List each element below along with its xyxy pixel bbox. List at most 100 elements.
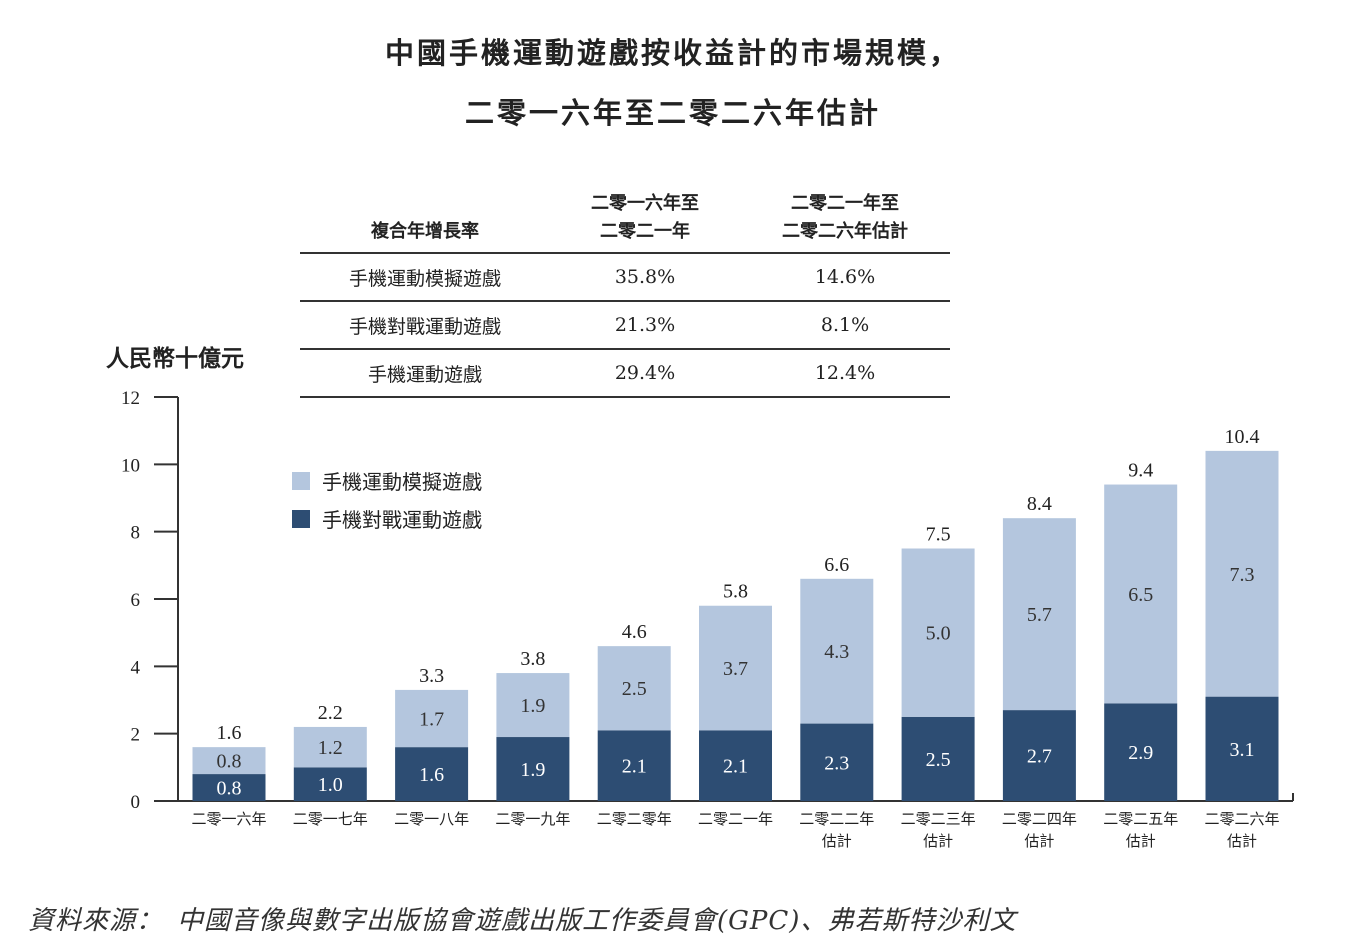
table-row: 手機對戰運動遊戲 21.3% 8.1% (300, 300, 950, 349)
y-tick-label: 10 (121, 455, 140, 476)
x-tick-label: 估計 (1126, 833, 1156, 850)
bar-segment-dark (800, 723, 874, 801)
total-label: 7.5 (926, 524, 951, 546)
table-cell: 手機對戰運動遊戲 (300, 300, 550, 349)
source-note: 資料來源： 中國音像與數字出版協會遊戲出版工作委員會(GPC)、弗若斯特沙利文 (28, 906, 1017, 936)
x-tick-label: 估計 (1227, 833, 1257, 850)
x-tick-label: 二零二六年 (1204, 811, 1279, 828)
data-label: 2.9 (1128, 742, 1153, 764)
bar-segment-light (192, 747, 266, 775)
data-label: 2.1 (622, 756, 647, 778)
total-label: 8.4 (1027, 493, 1052, 515)
y-tick-label: 8 (131, 523, 141, 544)
data-label: 2.1 (723, 756, 748, 778)
table-cell: 29.4% (550, 348, 740, 398)
y-tick-label: 6 (131, 590, 141, 611)
table-cell: 8.1% (740, 300, 950, 349)
bar-segment-light (597, 646, 671, 731)
total-label: 6.6 (824, 554, 849, 576)
table-header: 二零二一年至 二零二六年估計 (782, 193, 908, 242)
data-label: 4.3 (824, 641, 849, 663)
table-header: 複合年增長率 (371, 221, 479, 242)
legend-swatch (292, 510, 310, 528)
x-tick-label: 二零二一年 (698, 811, 773, 828)
table-header: 二零一六年至 二零二一年 (591, 193, 699, 242)
data-label: 7.3 (1230, 564, 1255, 586)
data-label: 1.9 (520, 759, 545, 781)
legend-swatch (292, 472, 310, 490)
bar-segment-light (901, 548, 975, 717)
total-label: 9.4 (1128, 460, 1153, 482)
x-tick-label: 二零一六年 (191, 811, 266, 828)
x-tick-label: 估計 (923, 833, 953, 850)
y-tick-label: 2 (131, 725, 141, 746)
data-label: 2.5 (926, 749, 951, 771)
data-label: 1.9 (520, 695, 545, 717)
bar-segment-dark (293, 767, 367, 801)
bar-segment-light (800, 578, 874, 724)
data-label: 1.0 (318, 774, 343, 796)
chart-title: 中國手機運動遊戲按收益計的市場規模， (384, 36, 961, 70)
bar-segment-light (1104, 484, 1178, 704)
bar-segment-dark (1002, 710, 1076, 801)
table-cell: 12.4% (740, 348, 950, 398)
bar-segment-dark (496, 737, 570, 801)
bar-segment-dark (395, 747, 469, 801)
x-tick-label: 二零一七年 (293, 811, 368, 828)
data-label: 6.5 (1128, 584, 1153, 606)
data-label: 1.2 (318, 737, 343, 759)
table-cell: 35.8% (550, 252, 740, 301)
bar-segment-dark (1205, 696, 1279, 801)
table-cell: 手機運動遊戲 (300, 348, 550, 398)
data-label: 2.5 (622, 678, 647, 700)
x-tick-label: 二零二五年 (1103, 811, 1178, 828)
total-label: 3.3 (419, 665, 444, 687)
y-axis-label: 人民幣十億元 (106, 345, 244, 371)
table-cell: 21.3% (550, 300, 740, 349)
total-label: 1.6 (217, 722, 242, 744)
bar-segment-light (293, 726, 367, 768)
total-label: 2.2 (318, 702, 343, 724)
data-label: 5.0 (926, 623, 951, 645)
data-label: 1.7 (419, 709, 444, 731)
data-label: 3.1 (1230, 739, 1255, 761)
bar-segment-dark (192, 774, 266, 801)
data-label: 3.7 (723, 658, 748, 680)
y-tick-label: 0 (131, 792, 141, 813)
x-tick-label: 二零二四年 (1002, 811, 1077, 828)
data-label: 0.8 (217, 778, 242, 800)
bar-segment-light (496, 673, 570, 738)
bar-segment-dark (1104, 703, 1178, 801)
data-label: 5.7 (1027, 604, 1052, 626)
total-label: 5.8 (723, 581, 748, 603)
table-row: 手機運動遊戲 29.4% 12.4% (300, 348, 950, 398)
data-label: 0.8 (217, 751, 242, 773)
total-label: 10.4 (1225, 426, 1260, 448)
bar-segment-light (395, 689, 469, 748)
table-cell: 14.6% (740, 252, 950, 301)
x-tick-label: 二零二三年 (901, 811, 976, 828)
bar-segment-dark (901, 716, 975, 801)
total-label: 4.6 (622, 621, 647, 643)
cagr-table: 複合年增長率 二零一六年至 二零二一年 二零二一年至 二零二六年估計 手機運動模… (300, 188, 950, 398)
x-tick-label: 估計 (1024, 833, 1054, 850)
table-cell: 手機運動模擬遊戲 (300, 252, 550, 301)
bar-segment-light (1002, 518, 1076, 711)
bar-segment-dark (699, 730, 772, 801)
data-label: 2.3 (824, 752, 849, 774)
data-label: 1.6 (419, 764, 444, 786)
x-tick-label: 估計 (822, 833, 852, 850)
x-tick-label: 二零一九年 (495, 811, 570, 828)
bar-segment-light (699, 605, 772, 731)
x-tick-label: 二零二零年 (597, 811, 672, 828)
legend-label: 手機運動模擬遊戲 (322, 471, 482, 494)
chart-subtitle: 二零一六年至二零二六年估計 (464, 96, 881, 130)
legend-label: 手機對戰運動遊戲 (322, 509, 482, 532)
y-tick-label: 4 (131, 657, 141, 678)
x-tick-label: 二零一八年 (394, 811, 469, 828)
y-tick-label: 12 (121, 388, 140, 409)
x-tick-label: 二零二二年 (799, 811, 874, 828)
table-row: 手機運動模擬遊戲 35.8% 14.6% (300, 252, 950, 301)
bar-segment-dark (597, 730, 671, 801)
